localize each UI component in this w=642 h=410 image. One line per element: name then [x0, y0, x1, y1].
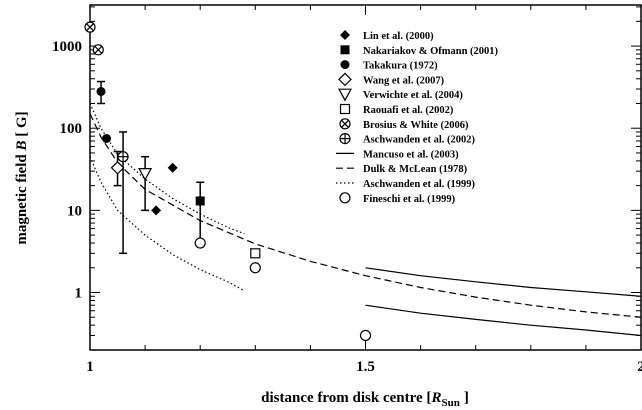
legend-swatch — [340, 60, 350, 70]
x-axis-label-suffix: ] — [464, 390, 469, 406]
series-line — [365, 304, 642, 337]
tick-labels: 1 1.5 2 1 10 100 1000 — [52, 39, 642, 375]
legend-item: Brosius & White (2006) — [339, 118, 469, 131]
x-axis-label-sub: Sun — [441, 397, 459, 409]
legend-label: Nakariakov & Ofmann (2001) — [363, 46, 499, 57]
legend-label: Verwichte et al. (2004) — [363, 90, 463, 101]
data-point — [151, 205, 162, 216]
legend-label: Lin et al. (2000) — [363, 31, 434, 42]
legend-swatch — [337, 88, 353, 102]
legend-label: Raouafi et al. (2002) — [363, 105, 454, 116]
y-axis-label-prefix: magnetic field — [14, 151, 30, 245]
series-line — [89, 156, 245, 292]
legend-swatch — [340, 45, 350, 55]
x-tick-label: 1 — [86, 359, 94, 375]
legend-item: Fineschi et al. (1999) — [339, 192, 456, 205]
data-point — [167, 162, 178, 173]
legend-label: Aschwanden et al. (1999) — [363, 179, 476, 190]
legend-item: Dulk & McLean (1978) — [336, 164, 468, 175]
legend-label: Brosius & White (2006) — [363, 120, 469, 131]
y-tick-label: 1 — [75, 286, 83, 302]
data-point — [110, 160, 125, 175]
data-point — [117, 151, 129, 163]
y-axis-label: magnetic field B [ G] — [14, 111, 30, 244]
legend-label: Fineschi et al. (1999) — [363, 194, 456, 205]
legend-item: Nakariakov & Ofmann (2001) — [340, 45, 499, 57]
data-point — [96, 86, 106, 96]
legend-item: Raouafi et al. (2002) — [339, 103, 454, 116]
legend-swatch — [339, 192, 351, 204]
data-point — [102, 133, 112, 143]
legend-item: Aschwanden et al. (2002) — [339, 133, 476, 146]
y-tick-label: 100 — [60, 121, 83, 137]
series-layer — [84, 21, 642, 342]
x-tick-label: 2 — [637, 359, 642, 375]
legend-swatch — [339, 133, 351, 145]
legend-label: Dulk & McLean (1978) — [363, 164, 468, 175]
x-tick-label: 1.5 — [356, 359, 375, 375]
legend-label: Mancuso et al. (2003) — [363, 149, 459, 160]
x-axis-label-prefix: distance from disk centre [ — [261, 390, 431, 406]
series-line — [365, 267, 642, 297]
data-point — [250, 248, 261, 259]
data-point — [249, 262, 261, 274]
legend-label: Aschwanden et al. (2002) — [363, 135, 476, 146]
legend-swatch — [340, 30, 350, 40]
data-point — [138, 168, 153, 181]
data-point — [92, 44, 104, 56]
series-line — [89, 103, 245, 235]
data-point — [359, 329, 372, 342]
legend-item: Lin et al. (2000) — [340, 30, 434, 42]
legend-item: Mancuso et al. (2003) — [336, 149, 459, 160]
y-axis-label-var: B — [14, 141, 30, 152]
legend-swatch — [339, 118, 351, 130]
legend-item: Wang et al. (2007) — [338, 72, 445, 87]
x-axis-label-var: R — [430, 390, 441, 406]
legend-label: Takakura (1972) — [363, 61, 438, 72]
legend-label: Wang et al. (2007) — [363, 75, 445, 86]
legend-swatch — [338, 72, 352, 87]
legend-item: Verwichte et al. (2004) — [337, 88, 463, 102]
legend-swatch — [339, 103, 351, 115]
data-point — [84, 21, 96, 33]
legend-item: Aschwanden et al. (1999) — [336, 179, 476, 190]
x-axis-label: distance from disk centre [RSun] — [261, 390, 469, 409]
legend: Lin et al. (2000) Nakariakov & Ofmann (20… — [336, 30, 499, 205]
data-point — [195, 196, 205, 206]
data-point — [194, 237, 206, 249]
y-tick-label: 10 — [67, 203, 82, 219]
y-axis-label-suffix: [ G] — [14, 111, 30, 140]
y-tick-label: 1000 — [52, 39, 82, 55]
legend-item: Takakura (1972) — [340, 60, 438, 72]
